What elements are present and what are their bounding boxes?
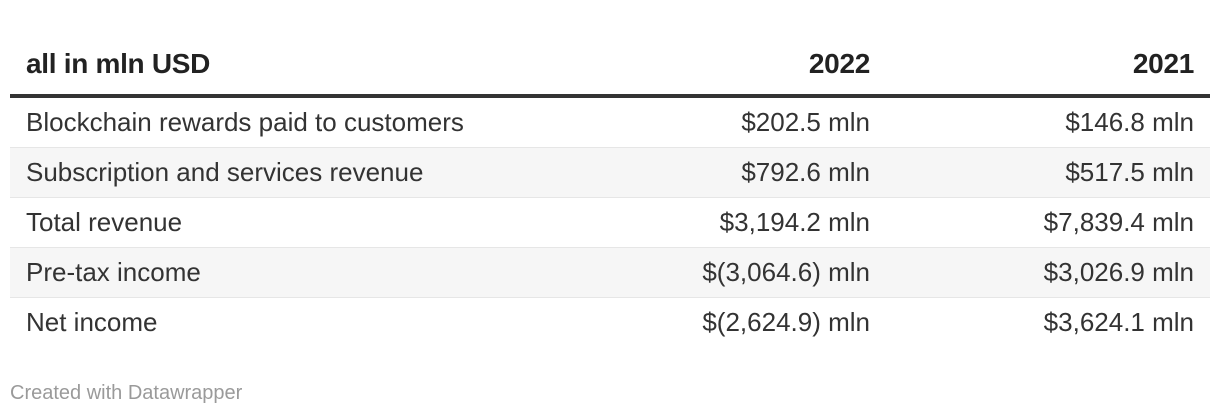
value-2022: $(2,624.9) mln [702, 307, 870, 337]
table-row: Blockchain rewards paid to customers $20… [10, 96, 1210, 148]
table-row: Net income $(2,624.9) mln $3,624.1 mln [10, 298, 1210, 348]
row-label: Pre-tax income [10, 247, 540, 298]
value-2022: $3,194.2 mln [540, 197, 886, 248]
table-row: Total revenue $3,194.2 mln $7,839.4 mln [10, 197, 1210, 248]
data-table-container: all in mln USD 2022 2021 Blockchain rewa… [10, 34, 1210, 347]
value-2021: $3,624.1 mln [1043, 307, 1194, 337]
value-2022: $202.5 mln [540, 96, 886, 148]
value-2021: $7,839.4 mln [886, 197, 1210, 248]
table-header-row: all in mln USD 2022 2021 [10, 34, 1210, 98]
value-2021: $3,026.9 mln [886, 247, 1210, 298]
value-2021: $146.8 mln [886, 96, 1210, 148]
row-label: Subscription and services revenue [10, 147, 540, 198]
table-row: Pre-tax income $(3,064.6) mln $3,026.9 m… [10, 247, 1210, 298]
datawrapper-credit: Created with Datawrapper [10, 382, 243, 404]
data-table: all in mln USD 2022 2021 Blockchain rewa… [10, 34, 1210, 347]
table-row: Subscription and services revenue $792.6… [10, 147, 1210, 198]
row-label: Total revenue [10, 197, 540, 248]
value-2022: $792.6 mln [540, 147, 886, 198]
row-label: Blockchain rewards paid to customers [10, 96, 540, 148]
value-2022: $(3,064.6) mln [540, 247, 886, 298]
header-year-2022: 2022 [540, 34, 886, 98]
value-2021: $517.5 mln [886, 147, 1210, 198]
row-label: Net income [26, 307, 158, 337]
header-year-2021: 2021 [886, 34, 1210, 98]
header-units: all in mln USD [10, 34, 540, 98]
